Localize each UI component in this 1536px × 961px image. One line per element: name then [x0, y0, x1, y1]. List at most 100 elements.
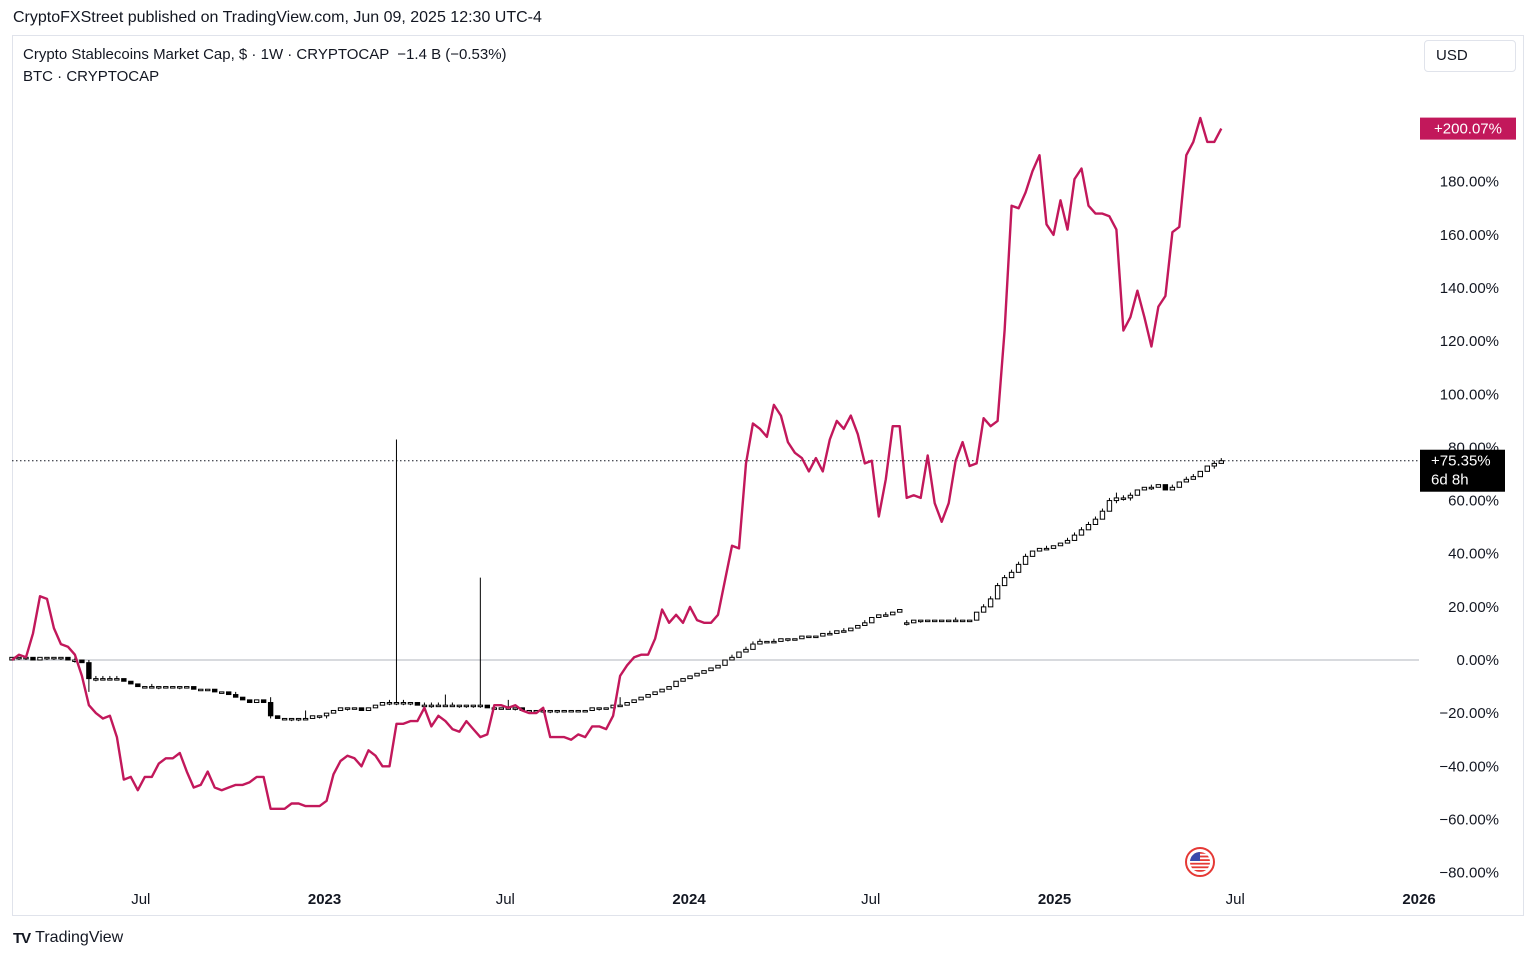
- currency-button[interactable]: USD: [1424, 40, 1516, 72]
- candle: [170, 686, 176, 689]
- publisher-caption: CryptoFXStreet published on TradingView.…: [13, 9, 542, 26]
- candle: [1197, 470, 1204, 478]
- candle-body: [51, 656, 57, 660]
- candle: [260, 699, 267, 704]
- candle-body: [135, 683, 141, 688]
- candle-body: [421, 704, 428, 708]
- y-tick-label: 40.00%: [1448, 546, 1499, 563]
- candle: [708, 667, 714, 672]
- candle-body: [918, 619, 924, 623]
- candle: [1092, 516, 1099, 525]
- candle: [65, 656, 71, 661]
- candle: [205, 688, 211, 692]
- candle: [93, 675, 99, 682]
- candle: [295, 717, 302, 722]
- tradingview-logo[interactable]: TV TradingView: [13, 929, 123, 947]
- candle: [890, 611, 896, 616]
- candle: [771, 638, 777, 644]
- candle-body: [205, 688, 211, 692]
- candle: [1183, 476, 1190, 483]
- candle: [980, 604, 987, 613]
- candle: [191, 686, 197, 690]
- candle-body: [400, 702, 407, 705]
- us-flag-icon[interactable]: [1185, 847, 1215, 877]
- candle-body: [631, 699, 637, 704]
- candle: [938, 619, 945, 623]
- candle: [869, 616, 875, 624]
- candle-body: [260, 699, 267, 704]
- x-tick-label: Jul: [496, 891, 515, 908]
- candle-body: [79, 659, 85, 664]
- legend-btc-series[interactable]: BTC · CRYPTOCAP: [23, 68, 160, 85]
- candle: [1211, 460, 1217, 469]
- candle-body: [219, 691, 225, 694]
- candle: [232, 691, 239, 698]
- legend-title[interactable]: Crypto Stablecoins Market Cap, $ · 1W · …: [23, 46, 507, 63]
- candle: [330, 709, 337, 714]
- candle: [897, 609, 903, 613]
- candle-body: [1211, 462, 1217, 467]
- candle-body: [638, 696, 644, 701]
- candle-body: [575, 709, 581, 713]
- candle-body: [281, 717, 288, 721]
- candle-body: [1050, 545, 1057, 549]
- candle-body: [973, 611, 980, 621]
- candle: [316, 715, 323, 719]
- candle: [344, 707, 351, 711]
- x-tick-label: Jul: [861, 891, 880, 908]
- candle-body: [945, 619, 952, 623]
- candle-body: [855, 624, 861, 629]
- candle-body: [911, 619, 917, 624]
- candle-body: [680, 678, 686, 682]
- candle-body: [246, 699, 253, 704]
- candle: [156, 686, 162, 690]
- candle: [386, 699, 393, 706]
- x-axis: Jul 2023 Jul 2024 Jul 2025 Jul 2026: [131, 891, 1435, 908]
- candle-body: [757, 640, 763, 645]
- candle: [1106, 497, 1113, 512]
- candle-body: [645, 694, 651, 698]
- chart-frame: [12, 35, 1524, 916]
- flag-stripe: [1190, 862, 1210, 865]
- candle: [288, 717, 295, 722]
- x-tick-label: Jul: [131, 891, 150, 908]
- candle-body: [93, 678, 99, 681]
- candle-body: [316, 715, 323, 718]
- candle-body: [1057, 542, 1064, 547]
- candle-body: [156, 686, 162, 689]
- candle-body: [554, 709, 560, 713]
- x-tick-label: 2026: [1402, 891, 1435, 908]
- candle: [393, 439, 400, 706]
- candle-body: [876, 614, 882, 618]
- candle: [924, 619, 931, 623]
- candle: [841, 628, 847, 633]
- candle: [351, 707, 358, 710]
- candle: [1127, 492, 1134, 501]
- candle-body: [701, 670, 707, 674]
- candle: [358, 707, 365, 711]
- candle: [365, 707, 372, 711]
- candle: [1155, 484, 1162, 488]
- candle-body: [184, 686, 190, 689]
- candle: [1218, 458, 1224, 464]
- candle: [400, 699, 407, 706]
- candle-body: [862, 622, 868, 626]
- candle: [239, 696, 246, 701]
- candle: [799, 635, 805, 640]
- candle: [945, 619, 952, 623]
- candle-body: [191, 686, 197, 690]
- candle: [994, 582, 1001, 600]
- candle: [30, 656, 36, 661]
- candle-body: [924, 619, 931, 623]
- candle: [449, 702, 456, 708]
- candle: [575, 709, 581, 713]
- candle-body: [771, 640, 777, 644]
- tradingview-logo-icon: TV: [13, 929, 31, 947]
- candle-body: [337, 707, 344, 711]
- candle: [225, 691, 232, 696]
- candle-body: [344, 707, 351, 710]
- candle-body: [295, 717, 302, 721]
- x-tick-label: Jul: [1226, 891, 1245, 908]
- candle: [918, 619, 924, 623]
